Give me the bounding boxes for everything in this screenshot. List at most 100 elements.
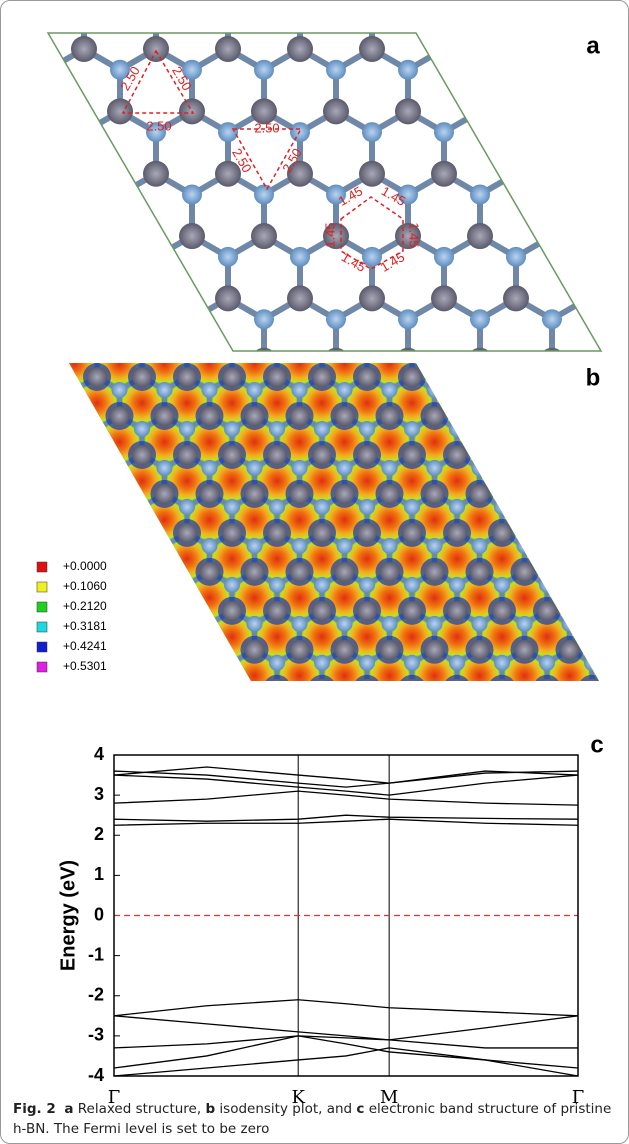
atom-n — [447, 523, 467, 543]
bond — [277, 338, 300, 351]
halo — [106, 558, 134, 586]
bond — [502, 338, 525, 351]
halo — [61, 792, 89, 820]
atom-b — [584, 811, 600, 827]
atom-b — [337, 538, 353, 554]
atom-n — [177, 523, 197, 543]
atom-b — [182, 683, 202, 703]
atom-n — [1, 601, 17, 621]
atom-n — [65, 328, 85, 348]
atom-b — [542, 559, 562, 579]
atom-n — [87, 445, 107, 465]
atom-b — [157, 460, 173, 476]
halo — [173, 675, 201, 703]
atom-b — [562, 460, 578, 476]
atom-b — [362, 122, 382, 142]
atom-b — [38, 683, 58, 703]
halo — [38, 285, 66, 313]
atom-n — [177, 679, 197, 699]
bond — [12, 423, 48, 444]
bond — [255, 728, 278, 741]
bond — [588, 1, 624, 7]
bond-label: 1.45 — [407, 222, 422, 247]
atom-n — [107, 722, 133, 748]
bond — [502, 689, 525, 702]
bond — [1, 572, 7, 585]
atom-n — [200, 406, 220, 426]
density-blob — [1, 302, 30, 349]
atom-n — [611, 722, 629, 748]
halo — [556, 714, 584, 742]
atom-n — [20, 562, 40, 582]
density-blob — [6, 496, 53, 543]
bond — [444, 735, 480, 756]
bond — [1, 111, 12, 132]
density-blob — [614, 458, 629, 505]
halo — [578, 441, 606, 469]
bond — [480, 361, 516, 382]
atom-b — [292, 460, 308, 476]
halo — [38, 363, 66, 391]
bond — [120, 494, 143, 507]
atom-b — [38, 184, 58, 204]
atom-b — [179, 733, 195, 749]
atom-b — [134, 577, 150, 593]
caption-segment: isodensity plot, and — [215, 1101, 356, 1117]
halo — [38, 519, 66, 547]
atom-n — [335, 406, 355, 426]
bond — [52, 728, 75, 741]
bond — [156, 673, 192, 694]
bond — [547, 377, 570, 390]
bond — [615, 572, 629, 585]
atom-b — [89, 343, 105, 359]
bond — [570, 728, 593, 741]
halo — [1, 753, 21, 781]
bond — [7, 689, 30, 702]
density-blob — [524, 691, 571, 738]
halo — [38, 441, 66, 469]
density-blob — [29, 302, 76, 349]
atom-b — [584, 577, 600, 593]
bond — [52, 338, 75, 351]
atom-b — [2, 122, 22, 142]
halo — [106, 480, 134, 508]
atom-b — [112, 538, 128, 554]
atom-n — [1, 523, 17, 543]
bond — [300, 735, 336, 756]
atom-n — [42, 757, 62, 777]
bond — [120, 1, 156, 7]
atom-b — [434, 372, 454, 392]
bond — [84, 236, 120, 257]
bond — [97, 494, 120, 507]
atom-b — [112, 460, 128, 476]
legend-swatch — [37, 662, 47, 672]
bond — [12, 673, 48, 694]
bond — [588, 485, 624, 506]
bond — [142, 533, 165, 546]
atom-b — [314, 499, 330, 515]
halo — [601, 558, 629, 586]
bond — [300, 338, 323, 351]
bond — [1, 767, 7, 780]
y-tick-label: -3 — [88, 1025, 104, 1045]
bond — [187, 611, 210, 624]
bond — [552, 111, 588, 132]
atom-n — [143, 161, 169, 187]
bond — [1, 728, 7, 741]
atom-n — [177, 289, 197, 309]
bond — [367, 689, 390, 702]
halo — [218, 675, 246, 703]
bond — [97, 728, 120, 741]
atom-n — [215, 285, 241, 311]
density-blob — [614, 691, 629, 738]
bond — [97, 689, 120, 702]
bond — [624, 423, 629, 444]
atom-n — [200, 484, 220, 504]
density-blob — [569, 535, 616, 582]
bond — [1, 361, 12, 382]
atom-n — [335, 484, 355, 504]
bond — [300, 1, 336, 7]
bond — [592, 611, 615, 624]
bond — [142, 299, 165, 312]
halo — [533, 441, 561, 469]
